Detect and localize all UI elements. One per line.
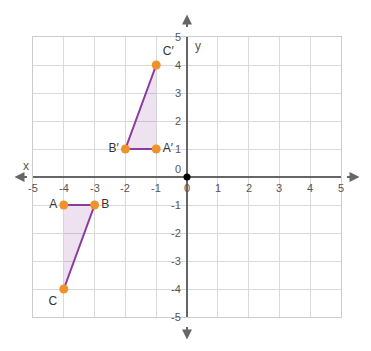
svg-text:1: 1: [175, 143, 181, 155]
svg-text:-4: -4: [59, 182, 69, 194]
svg-text:C′: C′: [163, 44, 175, 58]
svg-text:-1: -1: [171, 199, 181, 211]
svg-text:-3: -3: [90, 182, 100, 194]
svg-text:5: 5: [338, 182, 344, 194]
svg-text:x: x: [23, 159, 29, 173]
svg-text:0: 0: [175, 163, 181, 175]
svg-text:3: 3: [175, 87, 181, 99]
svg-text:-2: -2: [171, 227, 181, 239]
svg-text:-3: -3: [171, 255, 181, 267]
svg-text:-1: -1: [151, 182, 161, 194]
svg-text:0: 0: [184, 182, 190, 194]
svg-text:2: 2: [246, 182, 252, 194]
svg-text:y: y: [195, 39, 201, 53]
svg-text:-4: -4: [171, 283, 181, 295]
svg-text:3: 3: [276, 182, 282, 194]
svg-text:B: B: [101, 197, 109, 211]
svg-text:-5: -5: [171, 311, 181, 323]
svg-text:4: 4: [307, 182, 313, 194]
svg-text:2: 2: [175, 115, 181, 127]
svg-text:1: 1: [215, 182, 221, 194]
svg-text:4: 4: [175, 59, 181, 71]
svg-text:-5: -5: [28, 182, 38, 194]
svg-text:A: A: [49, 197, 57, 211]
svg-text:B′: B′: [109, 141, 120, 155]
svg-text:C: C: [49, 294, 58, 308]
svg-text:-2: -2: [120, 182, 130, 194]
svg-text:5: 5: [175, 31, 181, 43]
svg-text:A′: A′: [163, 141, 174, 155]
